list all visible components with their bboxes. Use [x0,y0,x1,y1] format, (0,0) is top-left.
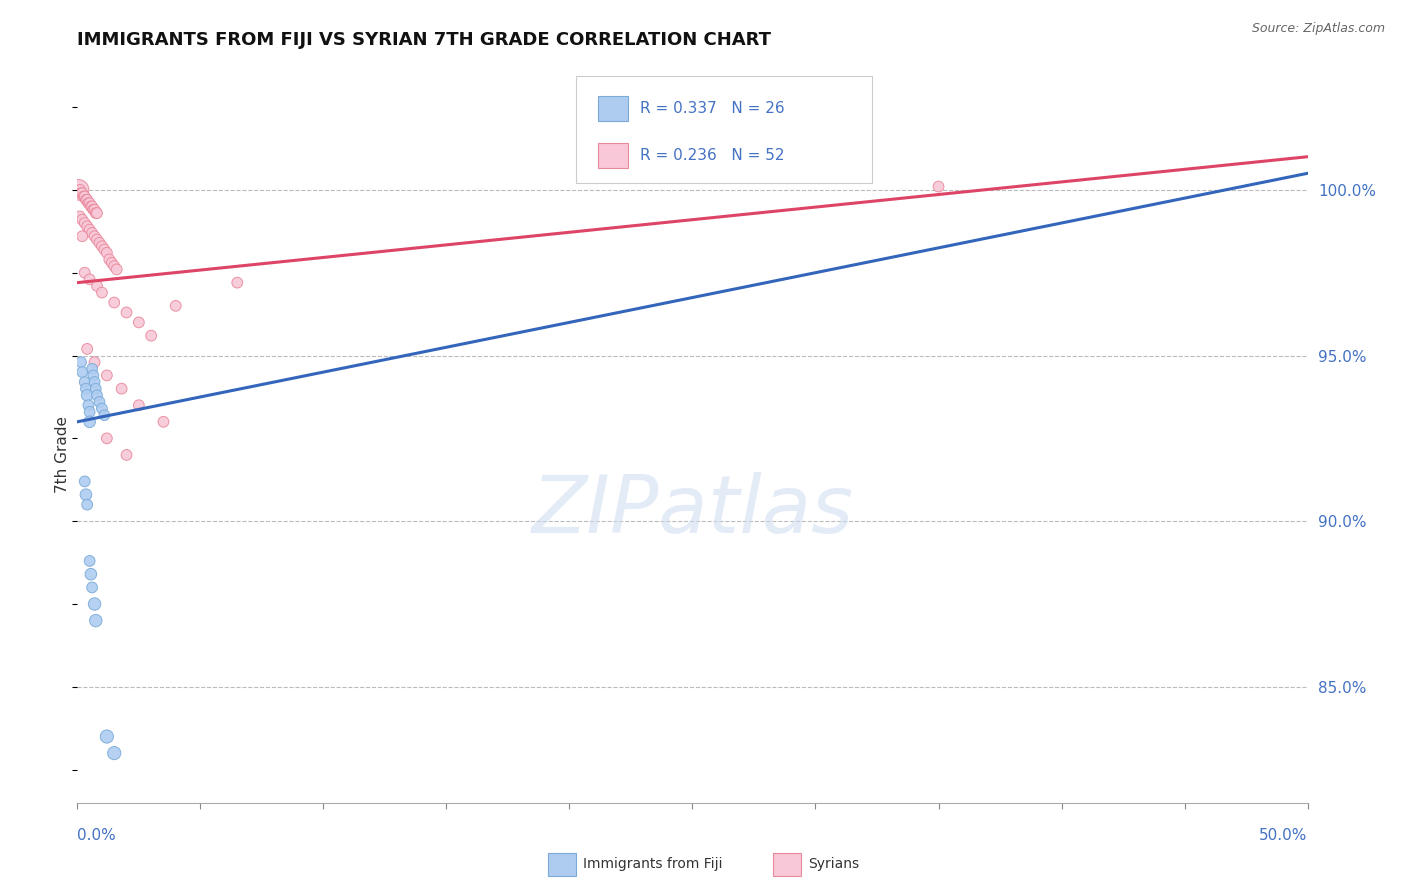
Point [928,179,950,194]
Point [96,730,118,744]
Point [141,328,163,343]
Point [83,597,105,611]
Point [79,196,101,211]
Text: 50.0%: 50.0% [1260,829,1308,843]
Point [73,266,96,280]
Point [79,222,101,236]
Point [89,395,111,409]
Point [90,285,114,300]
Point [103,259,125,273]
Point [77,398,100,412]
Text: IMMIGRANTS FROM FIJI VS SYRIAN 7TH GRADE CORRELATION CHART: IMMIGRANTS FROM FIJI VS SYRIAN 7TH GRADE… [77,31,772,49]
Point [226,276,249,290]
Point [79,272,101,286]
Point [84,206,107,220]
Point [96,245,118,260]
Point [83,375,105,389]
Point [83,229,105,244]
Point [70,229,93,244]
Point [69,183,91,197]
Text: R = 0.236   N = 52: R = 0.236 N = 52 [640,148,785,162]
Point [76,342,98,356]
Point [82,199,104,213]
Point [93,408,115,422]
Point [76,193,98,207]
Point [90,239,114,253]
Point [70,355,93,369]
Point [77,196,100,211]
Point [70,186,93,201]
Point [86,233,108,247]
Point [79,415,101,429]
Point [115,305,138,319]
Point [70,365,93,379]
Point [79,405,101,419]
Text: Source: ZipAtlas.com: Source: ZipAtlas.com [1251,22,1385,36]
Point [96,431,118,445]
Text: Immigrants from Fiji: Immigrants from Fiji [583,857,723,871]
Point [73,375,96,389]
Point [73,189,96,203]
Point [101,256,124,270]
Point [75,193,97,207]
Point [128,315,150,329]
Point [103,746,125,760]
Point [98,252,121,267]
Y-axis label: 7th Grade: 7th Grade [55,417,70,493]
Point [82,368,104,383]
Point [82,361,104,376]
Point [128,398,150,412]
Point [103,295,125,310]
Point [105,262,128,277]
Point [70,186,93,201]
Point [86,279,108,293]
Point [84,614,107,628]
Point [80,199,103,213]
Point [82,202,104,217]
Point [75,382,97,396]
Text: R = 0.337   N = 26: R = 0.337 N = 26 [640,102,785,116]
Point [152,415,174,429]
Point [73,216,96,230]
Point [76,498,98,512]
Point [86,206,108,220]
Text: Syrians: Syrians [808,857,859,871]
Point [93,243,115,257]
Point [73,475,96,489]
Point [165,299,187,313]
Point [90,401,114,416]
Point [67,183,90,197]
Text: 0.0%: 0.0% [77,829,117,843]
Point [84,382,107,396]
Point [72,189,94,203]
Point [83,202,105,217]
Point [83,355,105,369]
Point [96,368,118,383]
Point [76,219,98,234]
Point [115,448,138,462]
Point [70,212,93,227]
Point [82,581,104,595]
Point [111,382,134,396]
Point [86,388,108,402]
Point [75,488,97,502]
Point [79,554,101,568]
Point [76,388,98,402]
Point [69,210,91,224]
Text: ZIPatlas: ZIPatlas [531,472,853,549]
Point [80,567,103,582]
Point [82,226,104,240]
Point [89,235,111,250]
